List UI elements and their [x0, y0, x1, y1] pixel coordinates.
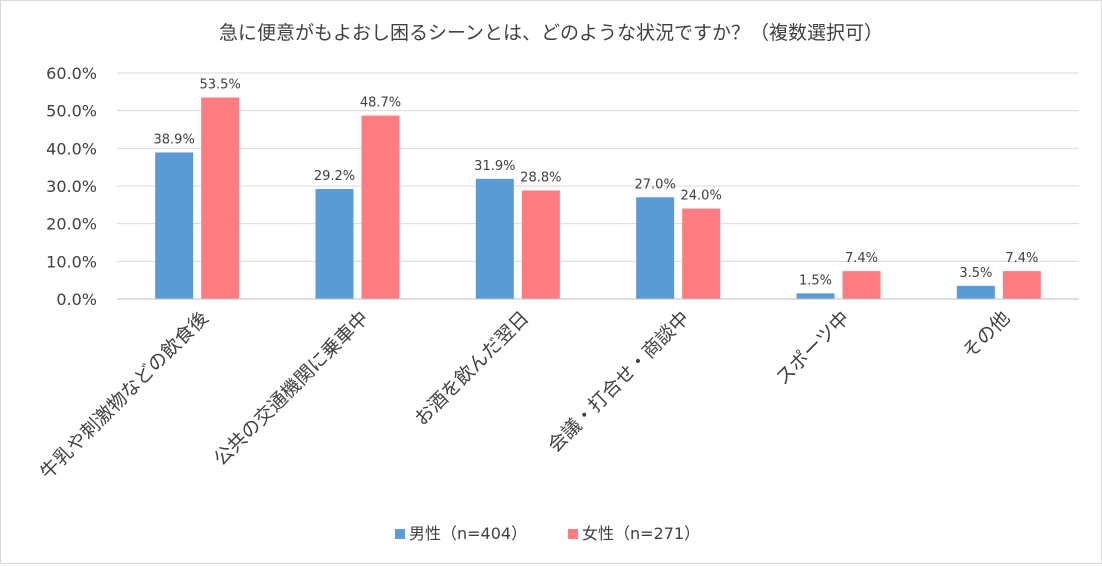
legend-label: 男性（n=404） — [409, 524, 527, 543]
bar-female — [1002, 271, 1041, 299]
bars — [155, 97, 1041, 300]
legend-swatch-male — [395, 529, 405, 539]
legend-swatch-female — [568, 529, 578, 539]
y-tick-label: 30.0% — [46, 177, 97, 196]
bar-female — [842, 271, 881, 299]
x-tick-label: お酒を飲んだ翌日 — [410, 307, 533, 430]
bar-male — [636, 197, 675, 299]
data-label: 29.2% — [314, 169, 355, 184]
y-tick-label: 20.0% — [46, 215, 97, 234]
bar-male — [315, 189, 354, 299]
data-label: 48.7% — [360, 96, 401, 111]
x-tick-label: 公共の交通機関に乗車中 — [210, 307, 373, 470]
chart-title: 急に便意がもよおし困るシーンとは、どのような状況ですか？（複数選択可） — [219, 22, 883, 44]
data-label: 7.4% — [1005, 251, 1038, 266]
y-axis-ticks: 0.0% 10.0% 20.0% 30.0% 40.0% 50.0% 60.0% — [46, 64, 97, 309]
data-labels: 38.9% 53.5% 29.2% 48.7% 31.9% 28.8% 27.0% 24.0%… — [154, 77, 1039, 288]
bar-female — [361, 115, 400, 300]
x-tick-label: その他 — [958, 307, 1014, 363]
data-label: 31.9% — [474, 159, 515, 174]
data-label: 28.8% — [520, 171, 561, 186]
bar-male — [475, 178, 514, 299]
bar-male — [796, 293, 835, 299]
gridlines — [117, 72, 1079, 262]
x-tick-label: スポーツ中 — [772, 307, 854, 389]
legend-label: 女性（n=271） — [582, 524, 700, 543]
legend: 男性（n=404） 女性（n=271） — [395, 524, 700, 543]
data-label: 38.9% — [154, 132, 195, 147]
data-label: 53.5% — [200, 77, 241, 92]
data-label: 27.0% — [635, 177, 676, 192]
data-label: 7.4% — [845, 251, 878, 266]
y-tick-label: 50.0% — [46, 102, 97, 121]
data-label: 3.5% — [959, 266, 992, 281]
y-tick-label: 0.0% — [56, 290, 97, 309]
x-tick-label: 会議・打合せ・商談中 — [544, 307, 694, 457]
bar-male — [956, 285, 995, 299]
data-label: 24.0% — [681, 189, 722, 204]
bar-female — [682, 208, 721, 299]
x-tick-label: 牛乳や刺激物などの飲食後 — [36, 307, 213, 484]
data-label: 1.5% — [799, 273, 832, 288]
bar-female — [521, 190, 560, 299]
y-tick-label: 60.0% — [46, 64, 97, 83]
y-tick-label: 40.0% — [46, 139, 97, 158]
bar-female — [201, 97, 240, 299]
bar-male — [155, 152, 194, 299]
y-tick-label: 10.0% — [46, 252, 97, 271]
